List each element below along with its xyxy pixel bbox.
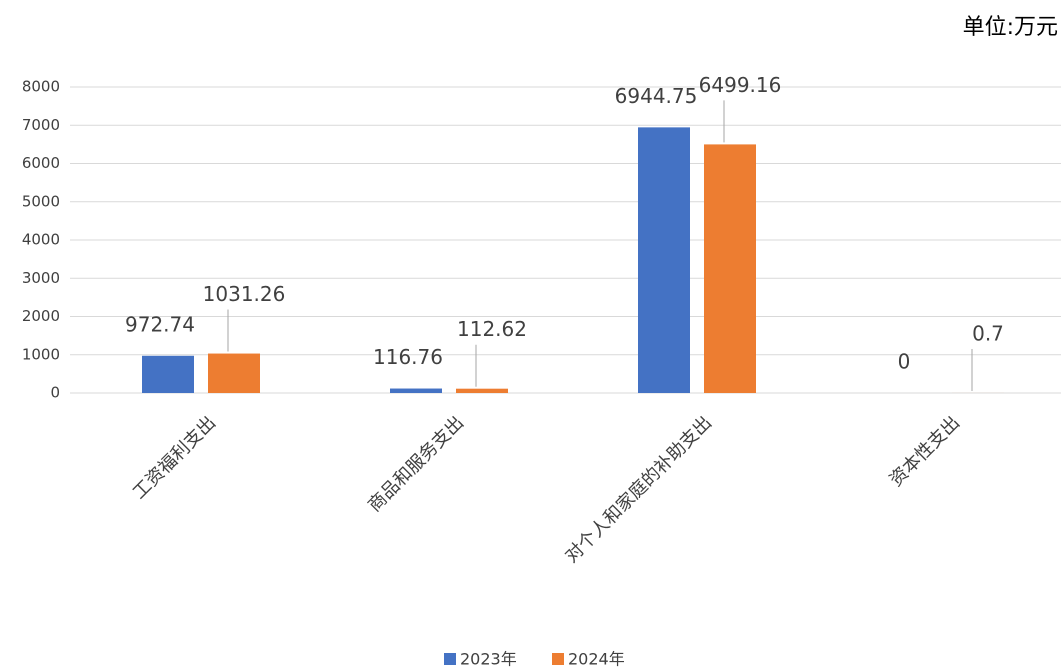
y-tick-label: 3000 [22, 269, 60, 287]
bar [704, 144, 756, 393]
data-label: 112.62 [457, 317, 527, 341]
bar [638, 127, 690, 393]
y-tick-label: 0 [50, 384, 60, 402]
bar [208, 353, 260, 393]
x-tick-label: 工资福利支出 [129, 412, 220, 503]
legend-swatch [444, 653, 456, 665]
x-tick-label: 资本性支出 [886, 412, 964, 490]
legend-swatch [552, 653, 564, 665]
y-tick-label: 2000 [22, 307, 60, 325]
x-tick-label: 商品和服务支出 [364, 412, 468, 516]
data-label: 972.74 [125, 312, 195, 336]
legend-label: 2024年 [568, 650, 625, 669]
y-tick-label: 4000 [22, 231, 60, 249]
y-tick-label: 1000 [22, 345, 60, 363]
data-label: 0.7 [972, 321, 1004, 345]
data-label: 1031.26 [203, 282, 286, 306]
y-tick-label: 5000 [22, 192, 60, 210]
bar [456, 388, 508, 393]
data-label: 0 [898, 350, 911, 374]
legend-label: 2023年 [460, 650, 517, 669]
data-label: 116.76 [373, 345, 443, 369]
y-tick-label: 8000 [22, 78, 60, 96]
data-label: 6944.75 [615, 84, 698, 108]
unit-label: 单位:万元 [963, 15, 1058, 40]
x-tick-label: 对个人和家庭的补助支出 [561, 412, 716, 567]
y-tick-label: 7000 [22, 116, 60, 134]
y-tick-label: 6000 [22, 154, 60, 172]
bar [390, 388, 442, 393]
data-label: 6499.16 [699, 73, 782, 97]
bar [142, 355, 194, 393]
